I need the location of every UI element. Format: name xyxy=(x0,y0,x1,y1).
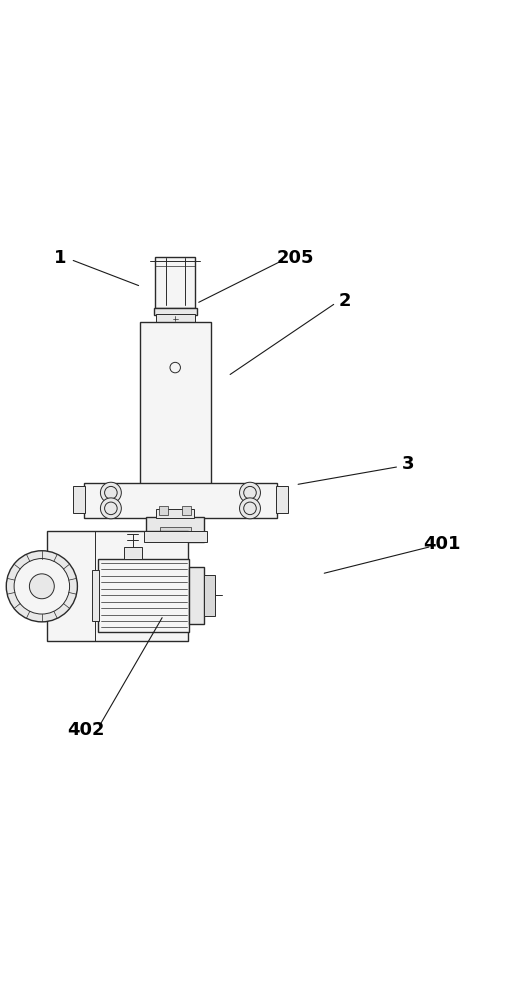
Circle shape xyxy=(100,482,121,503)
Circle shape xyxy=(6,551,77,622)
Bar xyxy=(160,527,191,539)
Bar xyxy=(156,314,195,322)
Text: 205: 205 xyxy=(277,249,314,267)
Bar xyxy=(154,308,197,315)
Bar xyxy=(155,257,195,308)
Bar xyxy=(276,486,288,513)
Bar xyxy=(140,322,211,484)
Circle shape xyxy=(240,498,260,519)
Text: 401: 401 xyxy=(423,535,461,553)
Circle shape xyxy=(100,498,121,519)
Bar xyxy=(144,531,207,542)
Bar xyxy=(123,547,142,559)
Bar xyxy=(38,553,48,619)
Text: 2: 2 xyxy=(339,292,351,310)
Text: 402: 402 xyxy=(67,721,105,739)
Circle shape xyxy=(29,574,54,599)
Text: 1: 1 xyxy=(54,249,66,267)
Circle shape xyxy=(240,482,260,503)
Bar xyxy=(189,567,204,624)
Bar xyxy=(204,575,214,616)
Bar xyxy=(47,531,188,641)
Bar xyxy=(92,570,99,621)
Bar xyxy=(159,506,168,515)
Bar xyxy=(156,509,194,518)
Bar xyxy=(98,559,189,632)
Circle shape xyxy=(14,559,70,614)
Bar xyxy=(84,483,277,518)
Bar xyxy=(146,517,204,542)
Bar xyxy=(182,506,191,515)
Text: 3: 3 xyxy=(402,455,414,473)
Bar xyxy=(73,486,85,513)
